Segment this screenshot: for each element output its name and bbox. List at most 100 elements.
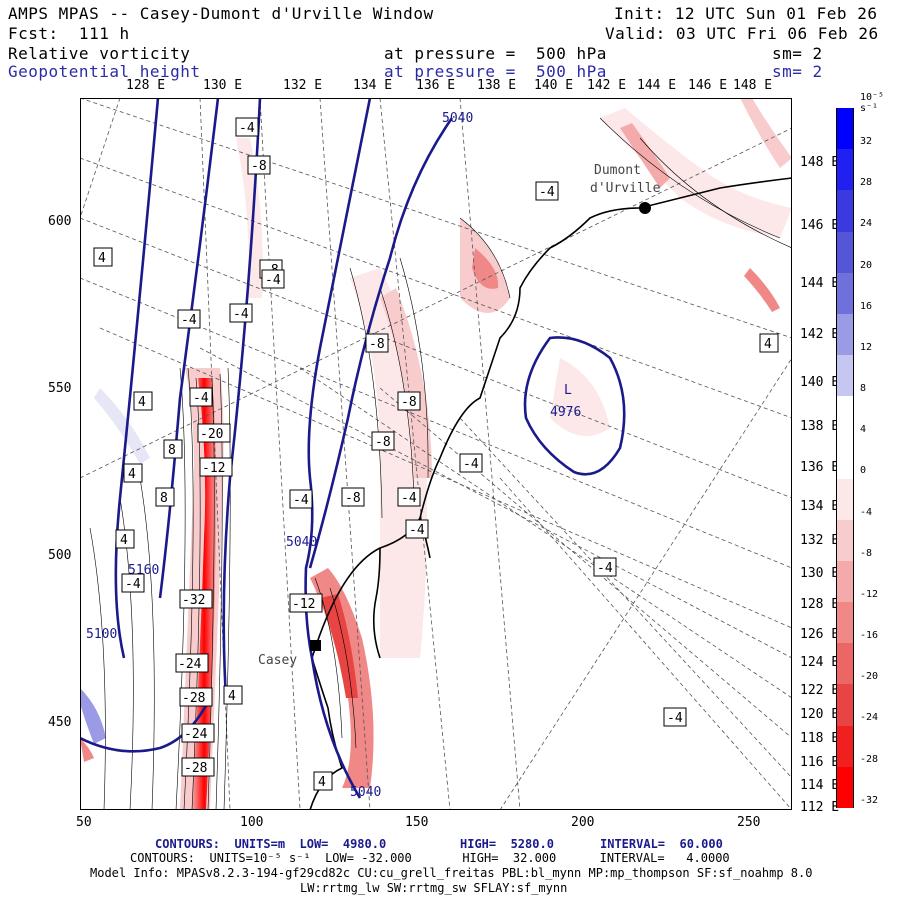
height-label: L <box>564 383 572 398</box>
svg-text:-4: -4 <box>463 457 479 472</box>
svg-text:-8: -8 <box>375 435 391 450</box>
footer-height-high: HIGH= 5280.0 <box>460 837 554 851</box>
y-tick-label: 450 <box>48 715 72 730</box>
station-label: d'Urville <box>590 181 661 196</box>
svg-text:-12: -12 <box>202 461 225 476</box>
lon-label-right: 146 E <box>800 218 840 233</box>
colorbar-unit: 10⁻⁵ s⁻¹ <box>860 92 885 114</box>
colorbar-swatch <box>836 437 854 479</box>
colorbar-swatch <box>836 725 854 767</box>
svg-text:-4: -4 <box>233 307 249 322</box>
colorbar-label: 16 <box>860 300 873 312</box>
colorbar-label: 4 <box>860 424 867 436</box>
lon-label-top: 130 E <box>203 78 243 93</box>
station-dumont-durville[interactable]: Dumont d'Urville <box>590 163 661 214</box>
colorbar-swatch <box>836 355 854 397</box>
x-tick-label: 200 <box>571 815 595 830</box>
colorbar-swatch <box>836 519 854 561</box>
lon-label-right: 142 E <box>800 327 840 342</box>
svg-text:-8: -8 <box>251 159 267 174</box>
svg-text:-4: -4 <box>265 273 281 288</box>
svg-text:-4: -4 <box>667 711 683 726</box>
lon-label-right: 144 E <box>800 276 840 291</box>
lon-label-right: 136 E <box>800 460 840 475</box>
x-tick-label: 150 <box>405 815 429 830</box>
svg-text:4: 4 <box>98 251 106 266</box>
colorbar-swatch <box>836 478 854 520</box>
map-title: AMPS MPAS -- Casey-Dumont d'Urville Wind… <box>8 4 434 23</box>
y-tick-label: 550 <box>48 381 72 396</box>
y-tick-label: 600 <box>48 214 72 229</box>
colorbar-swatch <box>836 766 854 808</box>
svg-text:-28: -28 <box>184 761 207 776</box>
lon-label-right: 122 E <box>800 683 840 698</box>
colorbar-swatch <box>836 313 854 356</box>
height-label: 4976 <box>550 405 581 420</box>
lon-label-top: 140 E <box>534 78 574 93</box>
footer-vorticity-contours: CONTOURS: UNITS=10⁻⁵ s⁻¹ LOW= -32.000 HI… <box>130 851 730 865</box>
field2-smoothing: sm= 2 <box>772 62 823 81</box>
vorticity-labels: -4 -8 -4 -8 -4 -4 -4 -20 -12 -32 -24 -28… <box>93 117 779 791</box>
svg-text:-32: -32 <box>182 593 205 608</box>
lon-label-top: 132 E <box>283 78 323 93</box>
lon-label-top: 134 E <box>353 78 393 93</box>
field1-level: at pressure = 500 hPa <box>384 44 607 63</box>
lon-label-top: 148 E <box>733 78 773 93</box>
svg-text:4: 4 <box>318 775 326 790</box>
lon-label-right: 120 E <box>800 707 840 722</box>
svg-text:-24: -24 <box>184 727 208 742</box>
lon-label-right: 112 E <box>800 800 840 815</box>
colorbar-swatch <box>836 272 854 314</box>
height-label: 5040 <box>286 535 317 550</box>
svg-text:-28: -28 <box>182 691 205 706</box>
colorbar-swatch <box>836 643 854 685</box>
svg-text:4: 4 <box>228 689 236 704</box>
station-marker[interactable] <box>310 640 321 651</box>
x-tick-label: 250 <box>737 815 761 830</box>
map-panel: Dumont d'Urville Casey 5040 5040 5040 51… <box>80 98 792 810</box>
svg-text:-4: -4 <box>409 523 425 538</box>
lon-label-right: 124 E <box>800 655 840 670</box>
colorbar-swatch <box>836 396 854 438</box>
colorbar-swatch <box>836 602 854 644</box>
map-border <box>80 98 792 810</box>
colorbar-swatch <box>836 684 854 726</box>
svg-text:-8: -8 <box>369 337 385 352</box>
station-label: Casey <box>258 653 297 668</box>
svg-text:4: 4 <box>764 337 772 352</box>
station-casey[interactable]: Casey <box>258 640 321 668</box>
svg-text:-8: -8 <box>345 491 361 506</box>
svg-text:8: 8 <box>168 443 176 458</box>
colorbar-swatch <box>836 190 854 232</box>
lon-label-right: 134 E <box>800 499 840 514</box>
valid-time: Valid: 03 UTC Fri 06 Feb 26 <box>605 24 879 43</box>
x-tick-label: 50 <box>76 815 92 830</box>
lon-label-right: 138 E <box>800 419 840 434</box>
svg-text:-4: -4 <box>401 491 417 506</box>
lon-label-right: 130 E <box>800 566 840 581</box>
forecast-hour: Fcst: 111 h <box>8 24 130 43</box>
lon-label-right: 126 E <box>800 627 840 642</box>
footer-model-info-2: LW:rrtmg_lw SW:rrtmg_sw SFLAY:sf_mynn <box>300 881 568 895</box>
lon-label-right: 140 E <box>800 375 840 390</box>
lon-label-top: 144 E <box>637 78 677 93</box>
svg-text:8: 8 <box>160 491 168 506</box>
svg-text:-24: -24 <box>178 657 202 672</box>
colorbar-label: -16 <box>860 630 879 642</box>
svg-text:-4: -4 <box>193 391 209 406</box>
height-label: 5040 <box>350 785 381 800</box>
colorbar-label: 12 <box>860 341 873 353</box>
lon-label-top: 128 E <box>126 78 166 93</box>
lon-label-right: 128 E <box>800 597 840 612</box>
lon-label-right: 132 E <box>800 533 840 548</box>
lon-label-right: 116 E <box>800 755 840 770</box>
footer-height-interval: INTERVAL= 60.000 <box>600 837 723 851</box>
station-label: Dumont <box>594 163 641 178</box>
lon-label-right: 114 E <box>800 778 840 793</box>
field2-level: at pressure = 500 hPa <box>384 62 607 81</box>
colorbar-label: 0 <box>860 465 867 477</box>
svg-text:-20: -20 <box>200 427 223 442</box>
svg-text:-12: -12 <box>292 597 315 612</box>
station-marker[interactable] <box>639 202 651 214</box>
colorbar-swatch <box>836 108 854 150</box>
